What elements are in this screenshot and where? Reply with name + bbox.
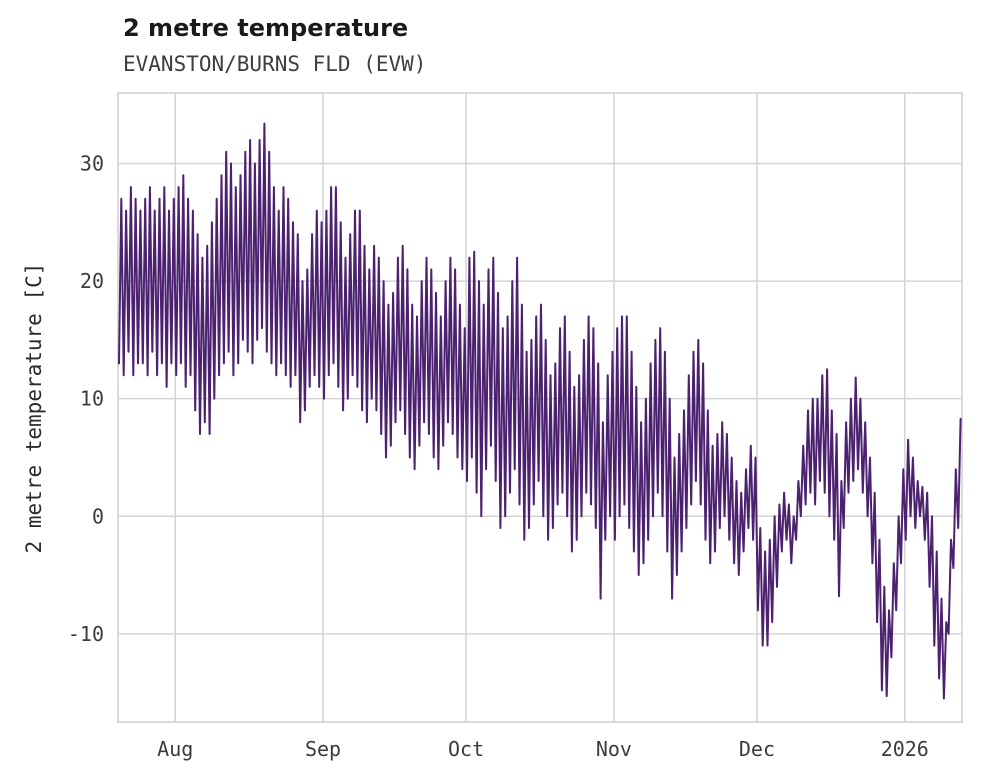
- y-tick-labels: -10 0 10 20 30: [68, 152, 104, 646]
- y-tick-label: -10: [68, 622, 104, 646]
- x-tick-label: Aug: [157, 737, 193, 761]
- chart-subtitle: EVANSTON/BURNS FLD (EVW): [123, 52, 427, 76]
- y-tick-label: 0: [92, 504, 104, 528]
- y-tick-label: 30: [80, 152, 104, 176]
- chart-title: 2 metre temperature: [123, 14, 409, 42]
- temperature-series-line: [118, 122, 962, 700]
- x-tick-label: Nov: [596, 737, 632, 761]
- x-tick-label: Oct: [448, 737, 484, 761]
- y-tick-label: 10: [80, 387, 104, 411]
- plot-border: [117, 92, 963, 723]
- x-tick-label: Dec: [739, 737, 775, 761]
- x-tick-labels: Aug Sep Oct Nov Dec 2026: [157, 737, 929, 761]
- x-tick-label: Sep: [305, 737, 341, 761]
- x-tick-label: 2026: [881, 737, 929, 761]
- y-tick-label: 20: [80, 269, 104, 293]
